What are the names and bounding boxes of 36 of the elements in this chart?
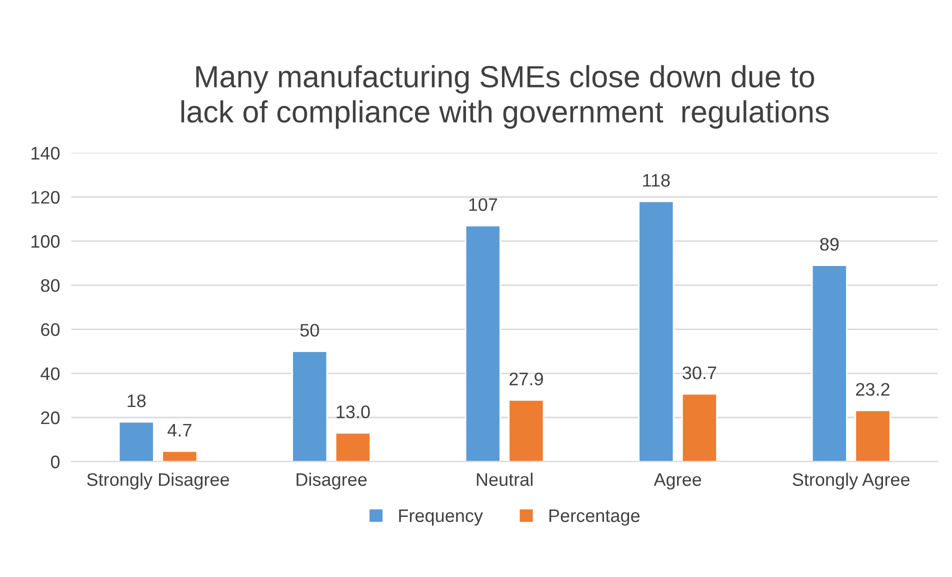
data-label: 118 (643, 174, 670, 187)
x-tick-label: Neutral (476, 472, 532, 486)
data-label: 30.7 (682, 366, 716, 380)
data-label: 107 (469, 198, 498, 211)
y-tick-label: 40 (40, 367, 60, 380)
y-tick-label: 140 (32, 146, 60, 160)
data-label: 18 (128, 394, 146, 408)
data-label: 89 (820, 238, 839, 251)
bar (508, 399, 544, 462)
y-tick-label: 100 (32, 235, 60, 248)
bar (681, 393, 718, 462)
legend-label: Percentage (549, 509, 640, 526)
x-tick-label: Agree (654, 473, 702, 490)
x-tick-label: Disagree (296, 472, 367, 490)
y-tick-label: 0 (50, 456, 60, 468)
legend-label: Frequency (399, 509, 483, 526)
bar (118, 421, 154, 462)
data-label: 23.2 (856, 382, 890, 396)
y-tick-label: 20 (41, 411, 60, 424)
bar (292, 350, 328, 462)
chart-title: Many manufacturing SMEs close down due to lack of compliance with government regulations (181, 65, 829, 129)
y-tick-label: 120 (32, 190, 60, 204)
data-label: 50 (300, 324, 319, 337)
bar (854, 410, 891, 462)
bar (638, 200, 674, 462)
bar (162, 450, 198, 462)
data-label: 4.7 (168, 424, 192, 436)
x-tick-label: Strongly Agree (792, 472, 910, 490)
y-tick-label: 60 (41, 323, 60, 336)
data-label: 27.9 (510, 372, 543, 386)
bar (811, 264, 848, 462)
bar (334, 432, 371, 462)
x-tick-label: Strongly Disagree (87, 472, 229, 490)
y-tick-label: 80 (40, 279, 60, 292)
data-label: 13.0 (336, 405, 370, 418)
bar (464, 224, 501, 462)
